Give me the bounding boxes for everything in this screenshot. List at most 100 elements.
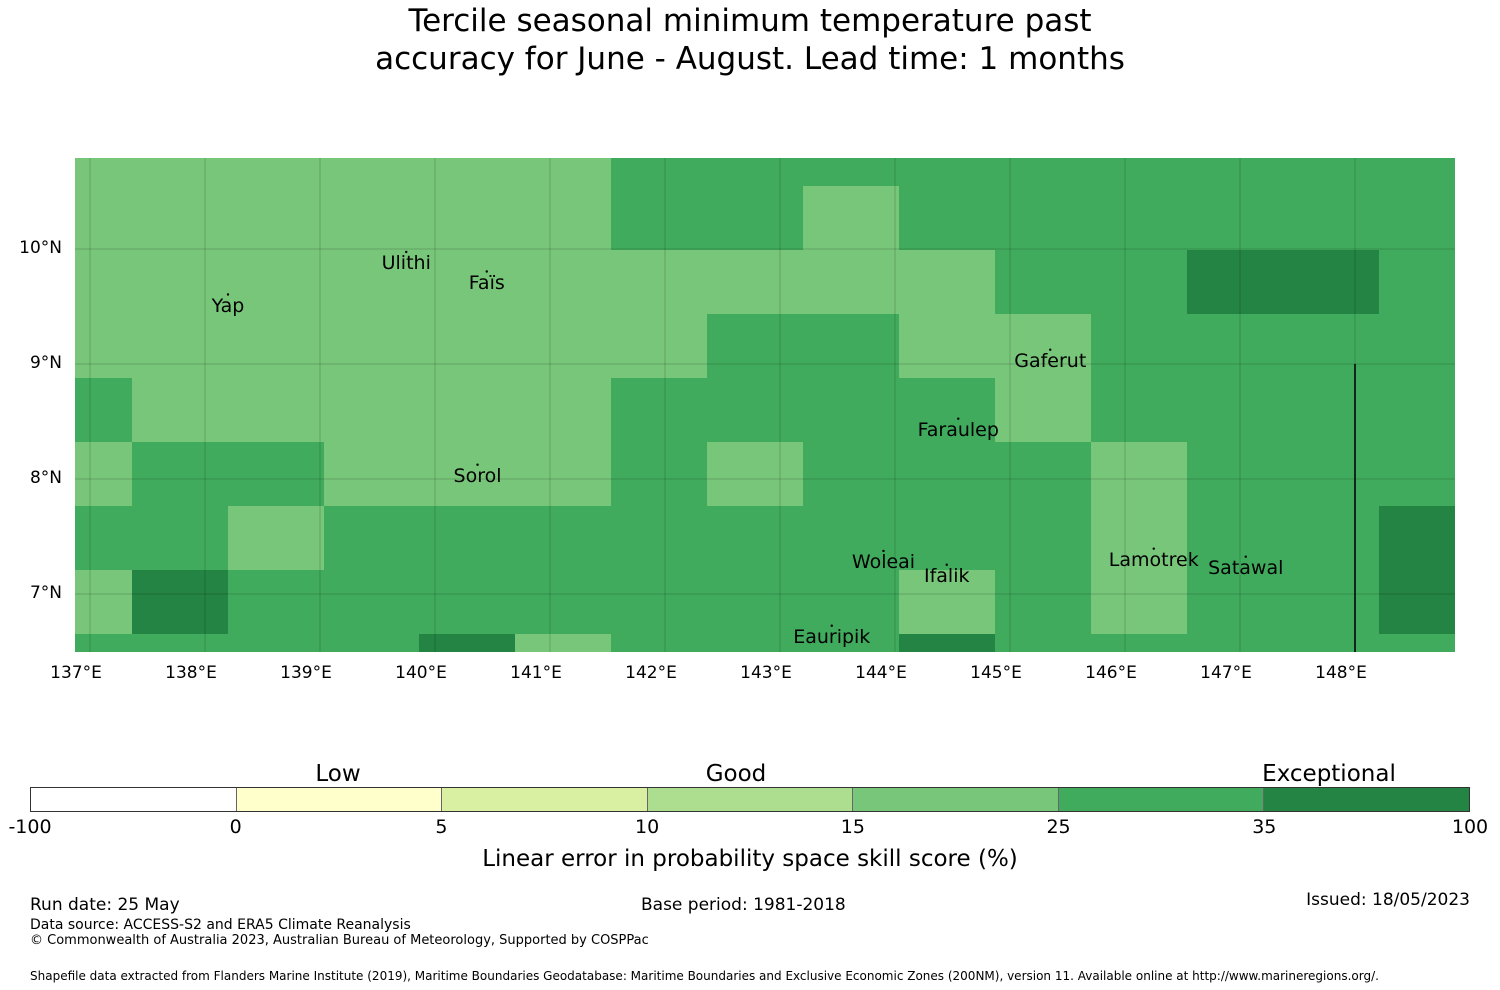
- island-markers: [226, 250, 1247, 627]
- longitude-tick-label: 138°E: [165, 663, 217, 683]
- cell-gaferut-light: [995, 314, 1091, 442]
- cell-145-medium: [899, 186, 1455, 250]
- island-marker: [1152, 547, 1155, 550]
- colorbar-segment: [442, 788, 648, 811]
- colorbar-segment: [1264, 788, 1470, 811]
- island-marker: [830, 624, 833, 627]
- cell-143-medium: [707, 314, 899, 378]
- colorbar: [30, 787, 1470, 812]
- data-source: Data source: ACCESS-S2 and ERA5 Climate …: [30, 917, 411, 933]
- colorbar-tick-label: 35: [1252, 816, 1277, 838]
- cell-139-light: [228, 506, 324, 570]
- colorbar-segment: [31, 788, 237, 811]
- place-label: Ulithi: [381, 251, 431, 274]
- cell-east-edge-dark: [1379, 506, 1455, 634]
- place-label: Gaferut: [1014, 349, 1087, 372]
- colorbar-header-low: Low: [315, 761, 361, 787]
- island-marker: [882, 549, 885, 553]
- cell-142-medium: [611, 186, 803, 250]
- island-marker: [1244, 555, 1247, 558]
- colorbar-tick-label: 100: [1451, 816, 1489, 838]
- colorbar-segment: [853, 788, 1059, 811]
- colorbar-header-good: Good: [705, 761, 767, 787]
- colorbar-tick-label: 5: [435, 816, 448, 838]
- cell-faraulep-light: [899, 314, 995, 378]
- cell-edge-light-2: [75, 570, 132, 634]
- colorbar-segment: [1058, 788, 1265, 811]
- cell-ifalik-light: [899, 570, 995, 634]
- cell-edge-light-1: [75, 442, 132, 506]
- island-marker: [945, 563, 948, 566]
- longitude-tick-label: 147°E: [1200, 663, 1252, 683]
- island-marker: [1049, 348, 1052, 351]
- longitude-tick-label: 144°E: [855, 663, 907, 683]
- place-label: Satawal: [1208, 556, 1284, 579]
- latitude-tick-label: 8°N: [29, 468, 62, 488]
- cell-edge-medium: [75, 378, 132, 442]
- colorbar-tick-label: -100: [8, 816, 52, 838]
- island-marker: [476, 463, 479, 466]
- latitude-tick-label: 10°N: [19, 238, 62, 258]
- skill-band-35-100: [132, 250, 1455, 652]
- cell-138-dark: [132, 570, 228, 634]
- place-label: Ifalik: [924, 564, 970, 587]
- cell-lamotrek-light: [1091, 442, 1187, 634]
- cell-central-medium-1: [611, 378, 995, 442]
- copyright: © Commonwealth of Australia 2023, Austra…: [30, 933, 649, 948]
- cell-bottom-medium-3: [995, 634, 1455, 652]
- colorbar-header-exceptional: Exceptional: [1262, 761, 1396, 787]
- cell-mid-light: [132, 378, 611, 442]
- colorbar-segment: [236, 788, 443, 811]
- skill-map: [75, 158, 1455, 652]
- longitude-tick-label: 148°E: [1315, 663, 1367, 683]
- cell-south-medium: [228, 570, 899, 634]
- colorbar-tick-label: 10: [635, 816, 660, 838]
- run-date: Run date: 25 May: [30, 895, 180, 915]
- cell-north-light: [803, 186, 899, 250]
- longitude-tick-label: 139°E: [280, 663, 332, 683]
- graticule: [75, 158, 1455, 652]
- island-marker: [957, 417, 960, 420]
- cell-147-dark: [1187, 250, 1379, 314]
- place-label: Lamotrek: [1108, 548, 1199, 571]
- latitude-tick-label: 7°N: [29, 583, 62, 603]
- place-label: Eauripik: [793, 625, 871, 648]
- cell-central-medium-3: [803, 442, 1091, 506]
- cell-satawal-medium: [1187, 506, 1379, 634]
- colorbar-tick-label: 15: [840, 816, 865, 838]
- colorbar-tick-label: 0: [229, 816, 242, 838]
- shapefile-credit: Shapefile data extracted from Flanders M…: [30, 969, 1379, 983]
- cell-137-medium: [75, 506, 228, 570]
- base-period: Base period: 1981-2018: [641, 895, 846, 915]
- place-label: Faïs: [468, 271, 505, 294]
- colorbar-label: Linear error in probability space skill …: [482, 846, 1018, 872]
- cell-144-dark: [899, 634, 995, 652]
- longitude-tick-label: 137°E: [50, 663, 102, 683]
- longitude-tick-label: 146°E: [1085, 663, 1137, 683]
- cell-141-light: [515, 634, 611, 652]
- place-label: Faraulep: [917, 418, 999, 441]
- cell-sorol-light: [324, 442, 611, 506]
- cell-bottom-medium-2: [611, 634, 899, 652]
- longitude-tick-label: 143°E: [740, 663, 792, 683]
- map-title-line-1: Tercile seasonal minimum temperature pas…: [408, 3, 1092, 39]
- longitude-tick-label: 142°E: [625, 663, 677, 683]
- colorbar-segment: [647, 788, 854, 811]
- island-marker: [405, 250, 408, 254]
- issued-date: Issued: 18/05/2023: [1306, 890, 1470, 910]
- cell-west-light: [75, 158, 611, 378]
- cell-145-south-medium: [995, 570, 1091, 634]
- cell-140-medium: [324, 506, 1091, 570]
- place-label: Yap: [211, 294, 245, 317]
- cell-bottom-medium-1: [75, 634, 419, 652]
- island-marker: [226, 293, 230, 296]
- cell-147-medium: [1187, 442, 1455, 506]
- cell-northeast-medium: [611, 158, 1455, 186]
- cell-140-dark: [419, 634, 515, 652]
- cell-east-medium-2: [1091, 314, 1455, 442]
- colorbar-tick-label: 25: [1046, 816, 1071, 838]
- place-label: Sorol: [453, 464, 502, 487]
- place-label: Woleai: [851, 550, 916, 573]
- island-marker: [485, 270, 488, 273]
- longitude-tick-label: 145°E: [970, 663, 1022, 683]
